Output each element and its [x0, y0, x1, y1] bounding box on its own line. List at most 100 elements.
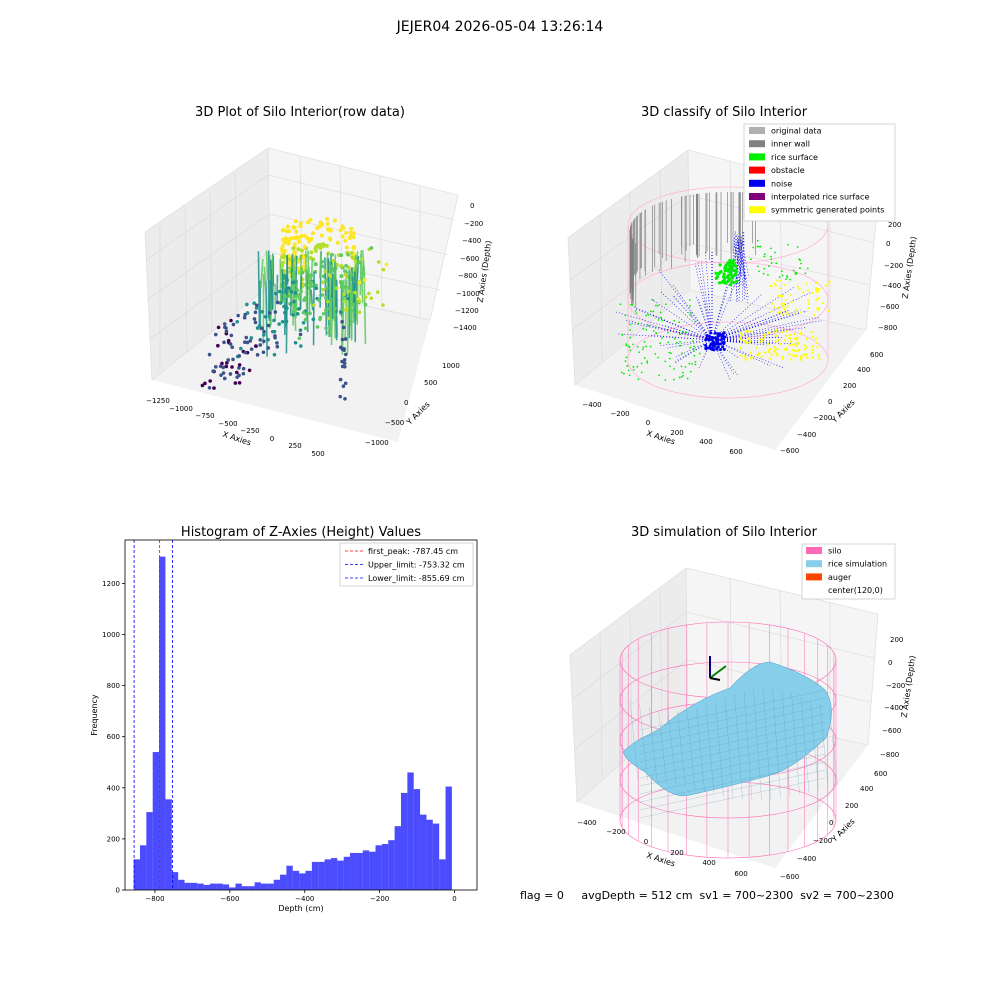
histogram-bar	[152, 752, 160, 890]
legend-label: interpolated rice surface	[771, 193, 869, 202]
data-point	[229, 333, 234, 338]
data-strand	[318, 254, 322, 279]
auger-arrows	[709, 656, 727, 681]
generated-point	[784, 334, 788, 338]
y-tick: −1000	[365, 439, 389, 447]
data-point	[381, 303, 385, 307]
rice-point	[688, 299, 691, 301]
generated-point	[790, 343, 794, 346]
noise-point	[721, 337, 725, 341]
x-tick: 200	[670, 429, 683, 437]
histogram-bar	[413, 789, 421, 890]
data-point	[346, 296, 350, 301]
rice-point	[799, 259, 802, 262]
generated-point	[793, 354, 796, 358]
noise-strand	[736, 239, 748, 281]
rice-point	[667, 341, 670, 344]
generated-point	[811, 291, 814, 295]
z-tick: 0	[470, 202, 474, 210]
noise-point	[719, 342, 723, 346]
noise-strand	[711, 339, 738, 341]
data-point	[309, 250, 314, 255]
rice-point	[735, 279, 739, 283]
data-point	[284, 319, 289, 324]
legend-label: silo	[828, 547, 842, 556]
data-point	[345, 275, 349, 280]
histogram-bar	[362, 850, 370, 890]
x-tick: 400	[699, 438, 712, 446]
noise-strand	[737, 242, 746, 289]
rice-point	[664, 360, 667, 363]
data-point	[207, 385, 212, 390]
data-strand	[269, 259, 274, 311]
generated-point	[767, 331, 771, 334]
data-point	[216, 325, 221, 330]
generated-point	[811, 335, 814, 338]
data-point	[292, 250, 297, 255]
generated-point	[783, 283, 787, 287]
data-point	[266, 337, 270, 342]
y-tick-label: 800	[107, 682, 120, 690]
mesh-line	[677, 711, 686, 787]
data-point	[313, 262, 318, 267]
data-point	[273, 291, 278, 296]
panel-4-title: 3D simulation of Silo Interior	[631, 525, 818, 540]
noise-strand	[650, 334, 713, 341]
data-point	[224, 329, 229, 334]
generated-point	[769, 347, 773, 351]
data-point	[296, 307, 301, 311]
y-tick: 0	[829, 819, 833, 827]
histogram-bar	[343, 856, 351, 890]
mesh-line	[791, 693, 800, 795]
rice-point	[698, 352, 701, 355]
data-point	[333, 218, 338, 223]
data-point	[262, 333, 266, 337]
rice-point	[631, 304, 634, 306]
rice-point	[763, 267, 766, 270]
y-tick: 0	[828, 398, 832, 406]
generated-point	[763, 333, 767, 336]
data-point	[280, 254, 285, 259]
data-point	[222, 376, 227, 381]
data-point	[321, 311, 326, 316]
data-point	[302, 297, 307, 302]
data-point	[344, 263, 348, 268]
histogram-bar	[350, 852, 357, 890]
z-tick: −400	[884, 704, 903, 712]
generated-point	[795, 344, 798, 348]
data-point	[310, 231, 315, 236]
mesh-line	[648, 707, 658, 782]
rice-point	[692, 347, 695, 350]
data-point	[226, 358, 230, 362]
histogram-bar	[235, 883, 242, 890]
rice-point	[724, 263, 728, 267]
rice-point	[682, 371, 684, 374]
histogram-bar	[324, 859, 331, 890]
z-tick: −200	[886, 682, 905, 690]
data-point	[342, 357, 347, 362]
generated-point	[817, 354, 820, 357]
data-point	[223, 325, 227, 330]
data-point	[334, 286, 339, 290]
legend-label: first_peak: -787.45 cm	[368, 547, 458, 556]
data-strand	[260, 258, 264, 289]
data-point	[282, 269, 287, 274]
rice-point	[691, 340, 694, 343]
generated-point	[824, 284, 827, 288]
noise-point	[705, 334, 709, 338]
data-point	[291, 313, 295, 317]
y-axis-label: Y Axies	[829, 398, 857, 426]
noise-strand	[711, 339, 739, 376]
generated-point	[745, 341, 748, 345]
data-point	[287, 257, 292, 262]
rice-point	[632, 343, 634, 346]
data-point	[320, 293, 325, 297]
data-point	[277, 322, 281, 326]
data-point	[228, 342, 233, 346]
noise-point	[713, 341, 717, 345]
legend-swatch	[806, 573, 822, 581]
data-strand	[310, 289, 314, 311]
generated-point	[776, 347, 779, 351]
x-tick: −400	[582, 401, 601, 409]
mesh-line	[639, 769, 826, 811]
